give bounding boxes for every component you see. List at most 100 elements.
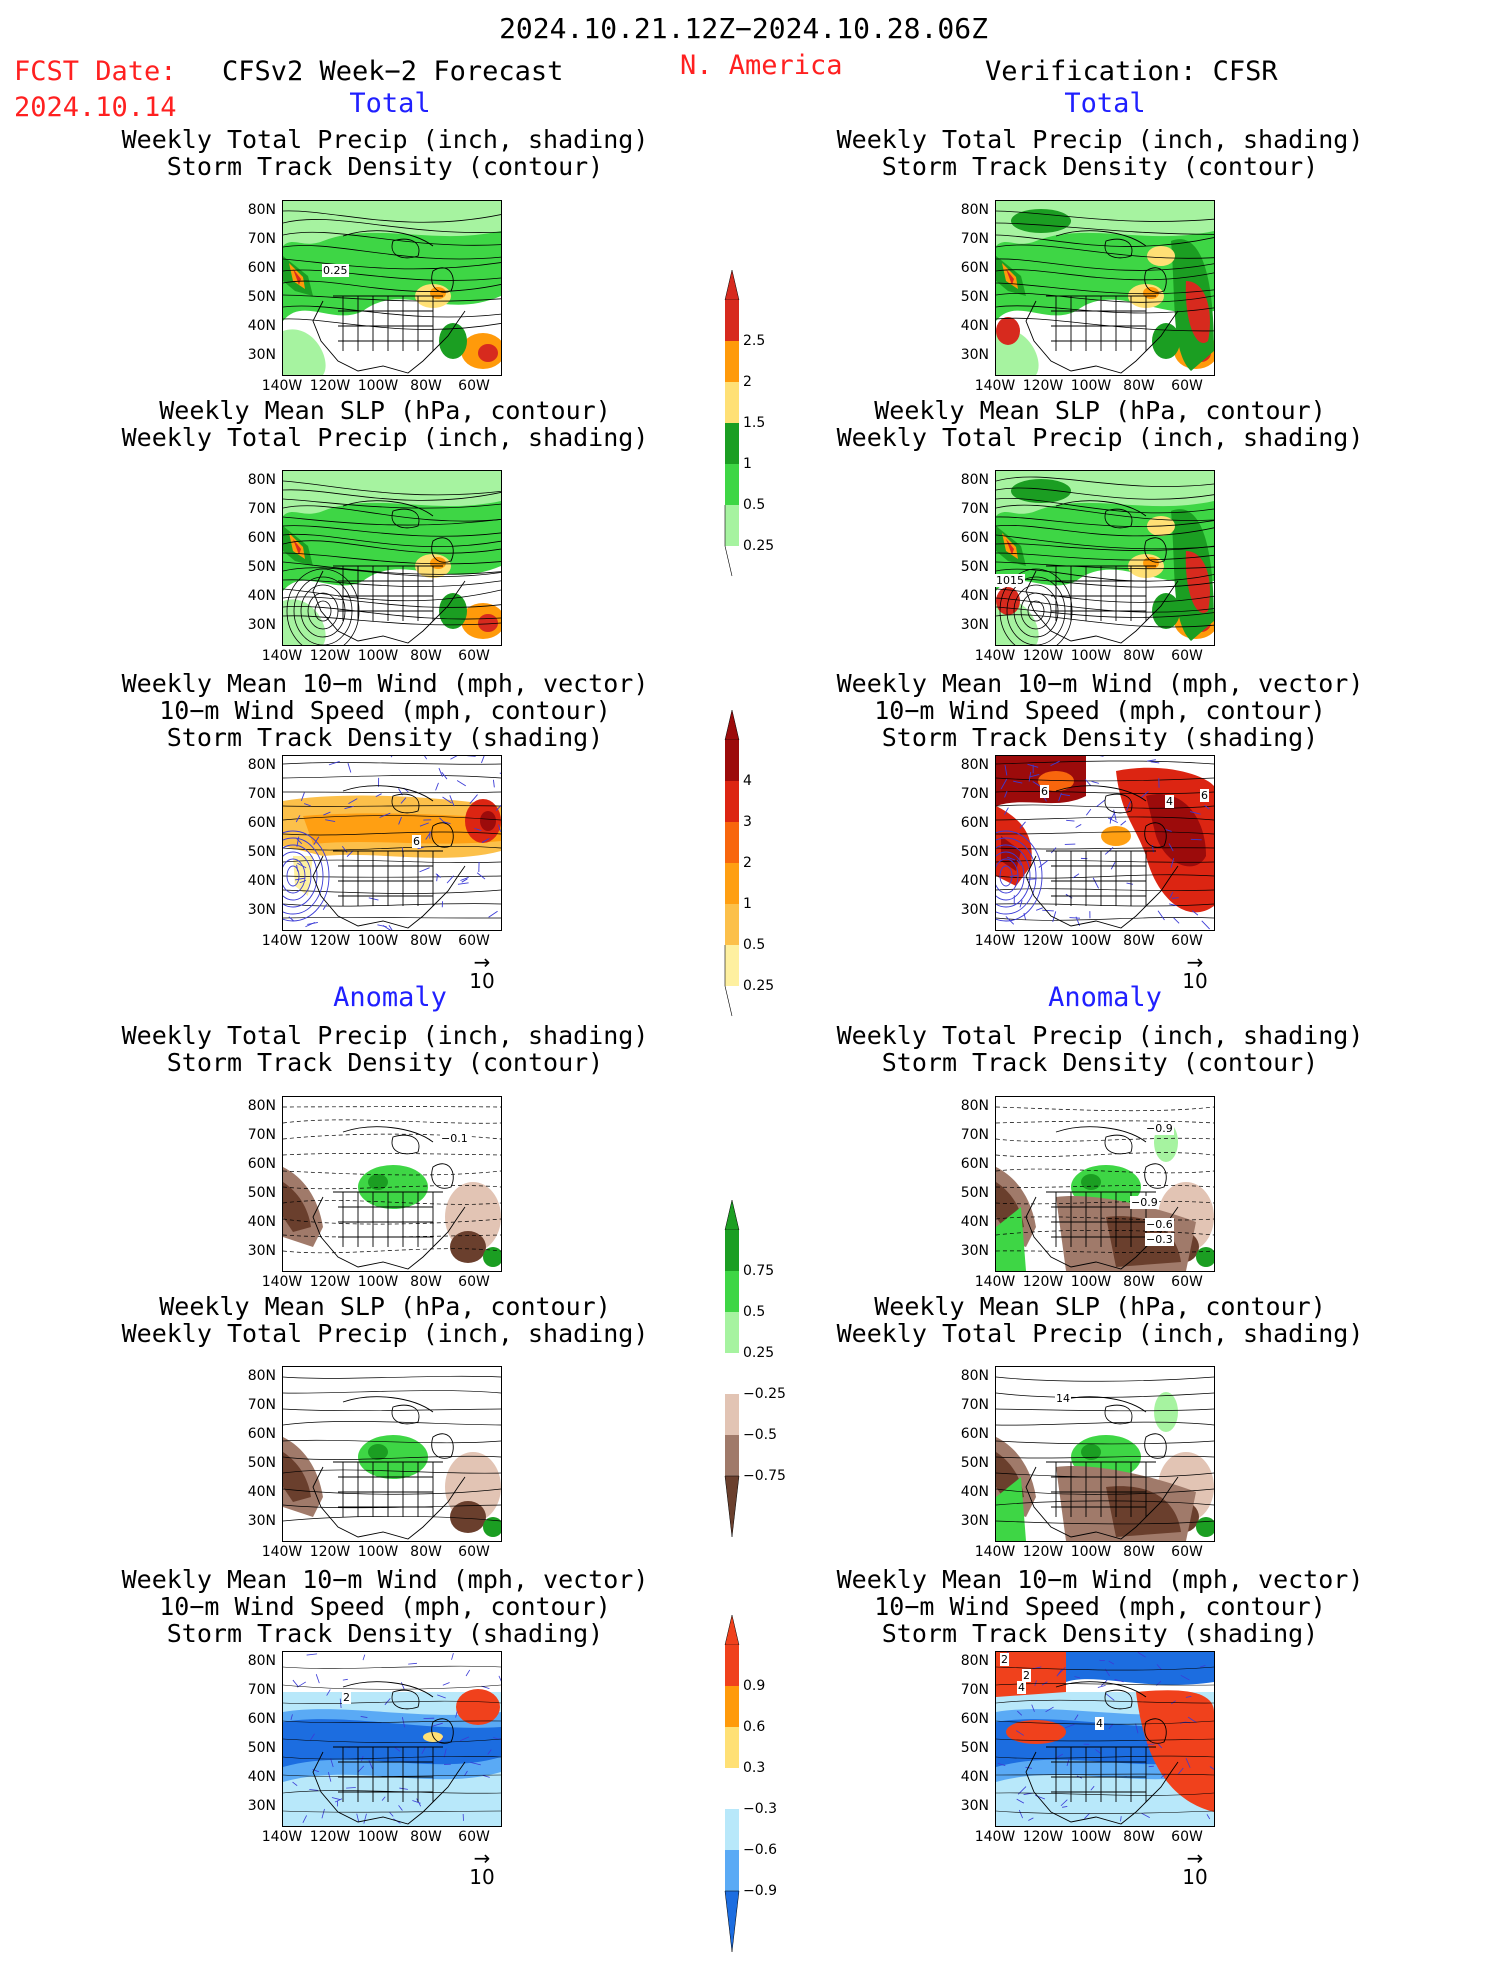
lon-tick-label: 100W (353, 1274, 403, 1290)
panel-title-line: Storm Track Density (shading) (65, 1620, 705, 1647)
lon-tick-label: 80W (401, 1544, 451, 1560)
lat-tick-label: 40N (945, 1484, 989, 1500)
panel-title-line: Weekly Total Precip (inch, shading) (780, 424, 1420, 451)
contour-label: 2 (342, 1691, 351, 1704)
lon-tick-label: 140W (970, 933, 1020, 949)
map-panel-4-1 (995, 1366, 1215, 1542)
lat-tick-label: 60N (232, 1711, 276, 1727)
lon-tick-label: 60W (1162, 1274, 1212, 1290)
lat-tick-label: 60N (945, 260, 989, 276)
colorbar-label: 0.25 (743, 1345, 774, 1361)
vector-reference: →10 (1175, 1851, 1215, 1889)
lat-tick-label: 50N (232, 1455, 276, 1471)
colorbar-label: 1 (743, 456, 752, 472)
lat-tick-label: 40N (232, 1769, 276, 1785)
colorbar-segment (725, 1615, 739, 1645)
fcst-date: 2024.10.14 (14, 92, 177, 123)
panel-title-line: Weekly Total Precip (inch, shading) (65, 1022, 705, 1049)
lat-tick-label: 80N (945, 1098, 989, 1114)
lat-tick-label: 70N (945, 231, 989, 247)
panel-title-line: Storm Track Density (contour) (780, 153, 1420, 180)
lon-tick-label: 120W (1018, 1829, 1068, 1845)
lon-tick-label: 60W (1162, 933, 1212, 949)
lat-tick-label: 50N (232, 844, 276, 860)
lon-tick-label: 100W (353, 378, 403, 394)
map-plot (283, 1652, 501, 1826)
vector-reference-label: 10 (462, 1865, 502, 1889)
colorbar-storm_anom (715, 1615, 755, 1972)
map-plot (283, 1097, 501, 1271)
lat-tick-label: 80N (945, 202, 989, 218)
map-panel-4-0 (282, 1366, 502, 1542)
lat-tick-label: 40N (945, 318, 989, 334)
map-panel-1-0 (282, 470, 502, 646)
colorbar-segment (725, 1645, 739, 1686)
panel-title: Weekly Total Precip (inch, shading)Storm… (780, 126, 1420, 180)
lat-tick-label: 30N (945, 1798, 989, 1814)
lon-tick-label: 100W (1066, 1274, 1116, 1290)
lat-tick-label: 40N (232, 1214, 276, 1230)
lon-tick-label: 120W (305, 933, 355, 949)
colorbar-label: 0.75 (743, 1263, 774, 1279)
colorbar-label: −0.3 (743, 1801, 777, 1817)
panel-title-line: Storm Track Density (shading) (780, 1620, 1420, 1647)
map-panel-2-0 (282, 755, 502, 931)
lat-tick-label: 50N (232, 1740, 276, 1756)
lon-tick-label: 140W (257, 1274, 307, 1290)
lat-tick-label: 60N (232, 815, 276, 831)
map-panel-0-1 (995, 200, 1215, 376)
lat-tick-label: 70N (945, 1682, 989, 1698)
panel-title-line: Weekly Total Precip (inch, shading) (65, 1320, 705, 1347)
vector-arrow-icon: → (462, 955, 502, 969)
colorbar-segment (725, 1686, 739, 1727)
region-title: N. America (680, 50, 843, 81)
section-total-right: Total (1005, 88, 1205, 119)
panel-title: Weekly Mean 10−m Wind (mph, vector)10−m … (780, 670, 1420, 751)
lon-tick-label: 140W (257, 1829, 307, 1845)
colorbar-label: 4 (743, 773, 752, 789)
vector-reference: →10 (462, 955, 502, 993)
lat-tick-label: 80N (232, 472, 276, 488)
panel-title-line: Storm Track Density (contour) (65, 1049, 705, 1076)
panel-title: Weekly Mean SLP (hPa, contour)Weekly Tot… (65, 1293, 705, 1347)
map-panel-3-1 (995, 1096, 1215, 1272)
lon-tick-label: 80W (1114, 378, 1164, 394)
colorbar-label: 0.5 (743, 1304, 765, 1320)
panel-title: Weekly Mean SLP (hPa, contour)Weekly Tot… (780, 1293, 1420, 1347)
colorbar-label: −0.75 (743, 1468, 786, 1484)
lat-tick-label: 70N (945, 786, 989, 802)
map-plot (283, 471, 501, 645)
colorbar-precip_anom (715, 1200, 755, 1557)
colorbar-label: 2 (743, 855, 752, 871)
lat-tick-label: 70N (945, 1127, 989, 1143)
contour-label: −0.9 (1130, 1196, 1159, 1209)
colorbar-label: −0.9 (743, 1883, 777, 1899)
lat-tick-label: 80N (945, 757, 989, 773)
panel-title: Weekly Mean 10−m Wind (mph, vector)10−m … (65, 1566, 705, 1647)
colorbar-label: 1.5 (743, 415, 765, 431)
map-panel-3-0 (282, 1096, 502, 1272)
lon-tick-label: 120W (305, 1274, 355, 1290)
lon-tick-label: 140W (257, 378, 307, 394)
contour-label: 4 (1017, 1681, 1026, 1694)
map-panel-2-1 (995, 755, 1215, 931)
lon-tick-label: 80W (401, 933, 451, 949)
panel-title-line: Weekly Mean 10−m Wind (mph, vector) (65, 1566, 705, 1593)
lat-tick-label: 30N (945, 617, 989, 633)
lon-tick-label: 140W (970, 1829, 1020, 1845)
map-plot (996, 201, 1214, 375)
colorbar-segment (725, 710, 739, 740)
panel-title-line: 10−m Wind Speed (mph, contour) (780, 1593, 1420, 1620)
panel-title: Weekly Mean SLP (hPa, contour)Weekly Tot… (65, 397, 705, 451)
lat-tick-label: 30N (232, 1513, 276, 1529)
lat-tick-label: 40N (232, 318, 276, 334)
lat-tick-label: 40N (232, 1484, 276, 1500)
colorbar-label: 3 (743, 814, 752, 830)
lat-tick-label: 70N (232, 1127, 276, 1143)
contour-label: 4 (1095, 1717, 1104, 1730)
lon-tick-label: 100W (1066, 648, 1116, 664)
contour-label: −0.1 (440, 1132, 469, 1145)
colorbar-segment (725, 1435, 739, 1476)
verification-title: Verification: CFSR (985, 56, 1278, 87)
lon-tick-label: 60W (449, 1274, 499, 1290)
